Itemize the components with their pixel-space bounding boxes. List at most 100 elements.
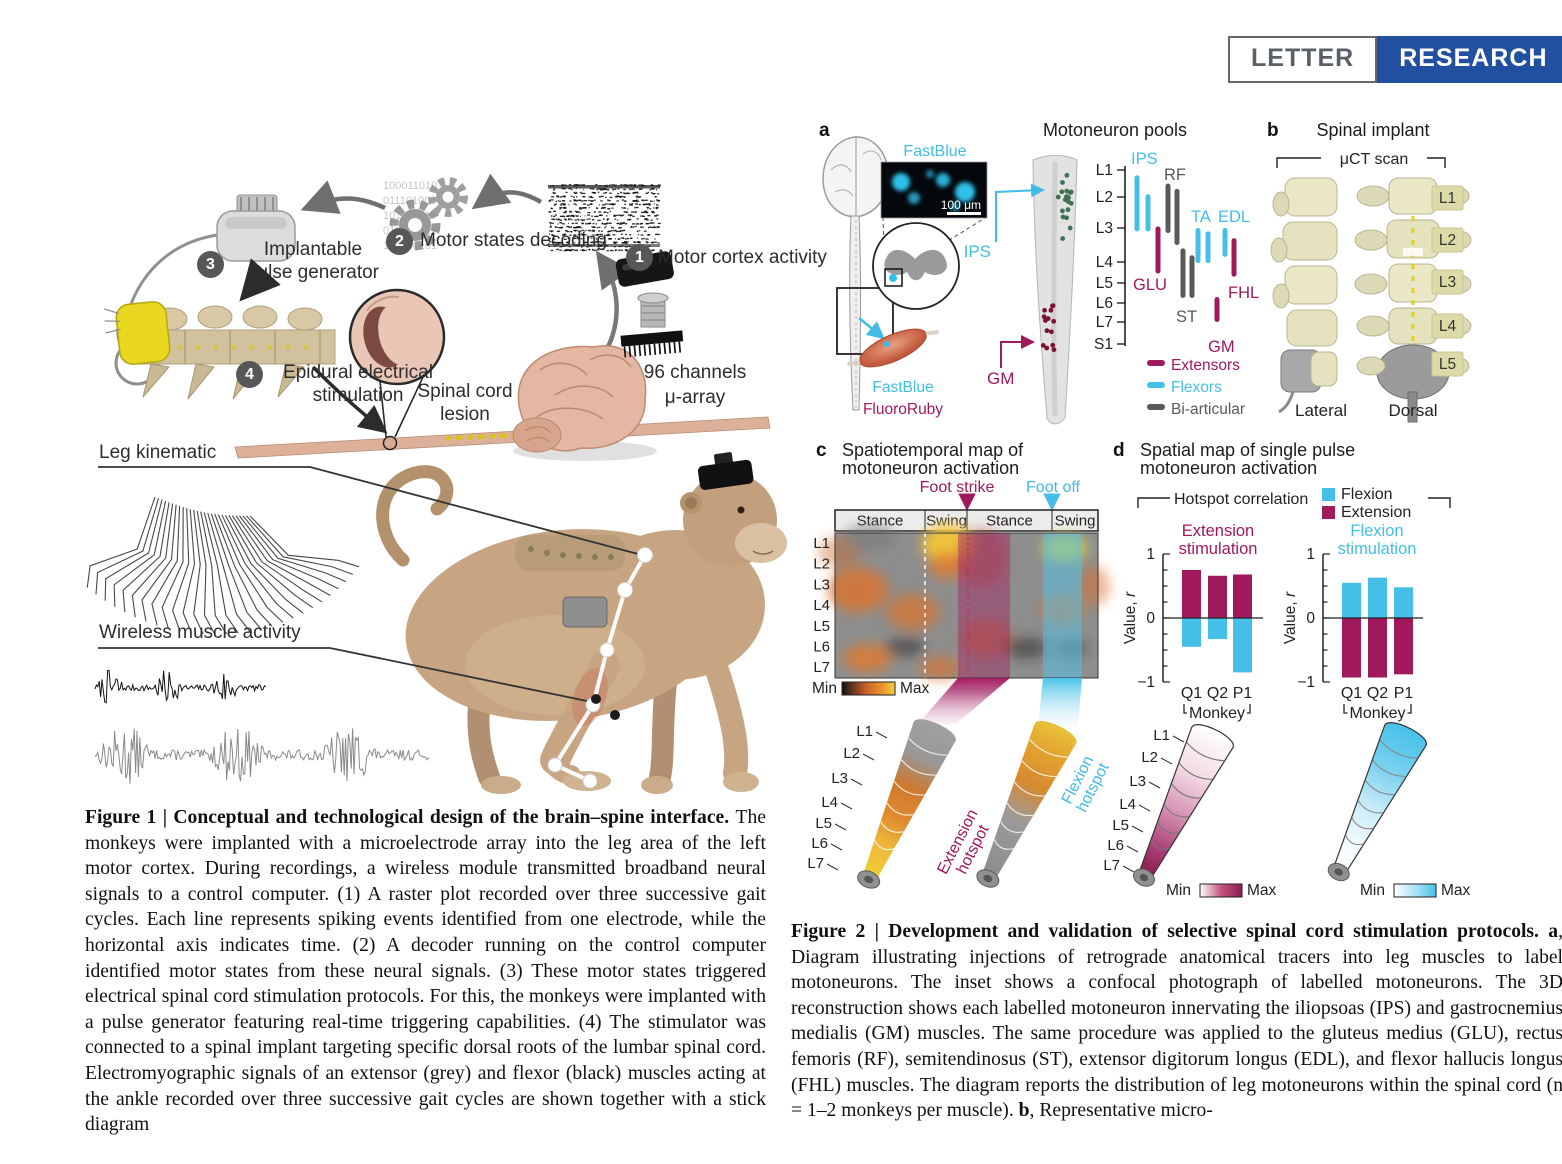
pool-bar-IPS: [1134, 175, 1140, 232]
microelectrode-array-icon: [620, 330, 684, 358]
legend-swatch: [1147, 404, 1165, 410]
correlation-bar-charts: Extension stimulation 1 0 −1 Value, r Q1 Q2 P1 Mo…: [1122, 522, 1423, 722]
cord-level-label: L2: [843, 745, 860, 762]
panel-c-title-2: motoneuron activation: [842, 458, 1019, 478]
pool-bar-ST: [1180, 248, 1186, 298]
wireless-connector: [98, 647, 588, 702]
pool-bar-GLU: [1155, 226, 1161, 274]
cord-level-labels: L1 L2 L3 L4 L5 L6 L7: [807, 723, 888, 872]
muscle-label-EDL: EDL: [1218, 208, 1250, 226]
heatmap-min-label: Min: [812, 680, 837, 697]
y-tick-label: −1: [1137, 674, 1155, 691]
journal-banner: LETTER RESEARCH: [1228, 36, 1562, 83]
level-badge: [1431, 185, 1464, 211]
monkey-axis-label: Monkey: [1349, 705, 1405, 722]
bar-Flexion-Q2: [1208, 618, 1227, 640]
gait-phase-label: Swing: [1055, 513, 1096, 530]
level-badge: [1431, 269, 1464, 295]
cord-level-label-d: L1: [1153, 727, 1170, 744]
arrow-generator-to-stimulation: [239, 258, 281, 302]
muscle-label-RF: RF: [1164, 166, 1186, 184]
muscle-label-GLU: GLU: [1133, 276, 1167, 294]
hotspot-correlation-label: Hotspot correlation: [1174, 491, 1308, 508]
bar-Flexion-P1: [1233, 618, 1252, 673]
fastblue-inset-label: FastBlue: [903, 143, 966, 160]
cord-level-labels-d: L1 L2 L3 L4 L5 L6 L7: [1103, 727, 1185, 874]
uct-dorsal-view: [1354, 177, 1472, 423]
stick-diagram: [86, 496, 360, 635]
chart-title: Flexion stimulation: [1338, 522, 1417, 558]
cord-level-label: L4: [821, 794, 838, 811]
level-tick-label: L6: [1096, 295, 1113, 312]
flexion-stimulation-cord: [1327, 722, 1427, 882]
arrow-decoder-to-stimulator: [300, 180, 386, 214]
brain-illustration: [512, 345, 657, 461]
panel-a-title: Motoneuron pools: [1043, 120, 1187, 140]
step-label-4: Epidural electrical stimulation: [283, 362, 433, 406]
figure2-panel-d: d Spatial map of single pulse motoneuron…: [1103, 440, 1470, 899]
muscle-label-FHL: FHL: [1228, 284, 1259, 302]
pulse-generator-icon: [114, 194, 296, 386]
y-tick-label: −1: [1297, 674, 1315, 691]
level-badge-label: L1: [1439, 190, 1456, 207]
y-tick-label: 0: [1146, 610, 1155, 627]
scale-bar-label: 100 μm: [941, 198, 981, 212]
figure1-illustration: 1000110100111010001010011100100110111101…: [86, 173, 787, 794]
flexion-legend-swatch: [1322, 488, 1335, 501]
lesion-magnifier: [348, 288, 446, 438]
monkey-tail: [376, 465, 454, 567]
pool-bar-FHL: [1231, 238, 1237, 277]
category-label: Q1: [1181, 685, 1202, 702]
level-badge-label: L2: [1439, 232, 1456, 249]
category-label: Q1: [1341, 685, 1362, 702]
bar-Extension-Q1: [1342, 618, 1361, 678]
y-tick-label: 1: [1306, 546, 1315, 563]
hotspot-label: Flexionhotspot: [1059, 752, 1113, 815]
cord-level-label: L1: [856, 723, 873, 740]
y-axis-label: Value, r: [1122, 591, 1139, 644]
pool-bar-GM: [1214, 297, 1220, 322]
scale-bar: [947, 212, 981, 215]
emg-sensor-dot: [591, 694, 601, 704]
muscle-label-ST: ST: [1176, 308, 1197, 326]
level-badge-label: L3: [1439, 274, 1456, 291]
gm-motoneurons: [1040, 303, 1057, 353]
muscle-label-GM: GM: [1208, 338, 1235, 356]
banner-research-tag: RESEARCH: [1377, 36, 1562, 83]
bar-Extension-Q2: [1368, 618, 1387, 678]
ips-arrow: [995, 183, 1045, 242]
arrow-raster-to-decoder: [471, 173, 543, 210]
heatmap-color-scale: [841, 681, 896, 696]
flexion-hotspot-cord: [976, 721, 1077, 888]
step-badge-1: 1: [626, 244, 653, 271]
ext-scale-min: Min: [1166, 882, 1191, 899]
panel-d-title-2: motoneuron activation: [1140, 458, 1317, 478]
foot-off-label: Foot off: [1026, 479, 1081, 496]
cord-level-label: L6: [811, 835, 828, 852]
bar-Extension-Q1: [1182, 570, 1201, 618]
figure2-panel-c: c Spatiotemporal map of motoneuron activ…: [807, 440, 1113, 889]
emg-sensor-dot: [610, 710, 620, 720]
category-label: P1: [1233, 685, 1253, 702]
hotspot-bracket: [1137, 497, 1451, 508]
panel-a-letter: a: [819, 120, 830, 141]
foot-strike-label: Foot strike: [920, 479, 995, 496]
leg-marker-overlay: [547, 547, 653, 789]
extension-legend-label: Extension: [1341, 504, 1411, 521]
binary-row: 100011010: [383, 180, 437, 192]
vertebra-level-badges: L1 L2 L3 L4 L5: [1431, 185, 1464, 377]
bar-Flexion-Q1: [1182, 618, 1201, 647]
monkey-axis-label: Monkey: [1189, 705, 1245, 722]
y-tick-label: 0: [1306, 610, 1315, 627]
category-label: Q2: [1367, 685, 1388, 702]
category-label: Q2: [1207, 685, 1228, 702]
gm-label: GM: [987, 369, 1014, 388]
uct-scan-label: μCT scan: [1340, 151, 1409, 168]
cord-cross-section: [872, 217, 986, 310]
muscle-label-IPS: IPS: [1131, 150, 1158, 168]
cord-level-label-d: L2: [1141, 749, 1158, 766]
figure1-caption: Figure 1 | Conceptual and technological …: [85, 807, 766, 1136]
extension-legend-swatch: [1322, 506, 1335, 519]
level-badge: [1431, 313, 1464, 339]
tracer-fastblue-label: FastBlue: [872, 379, 933, 396]
